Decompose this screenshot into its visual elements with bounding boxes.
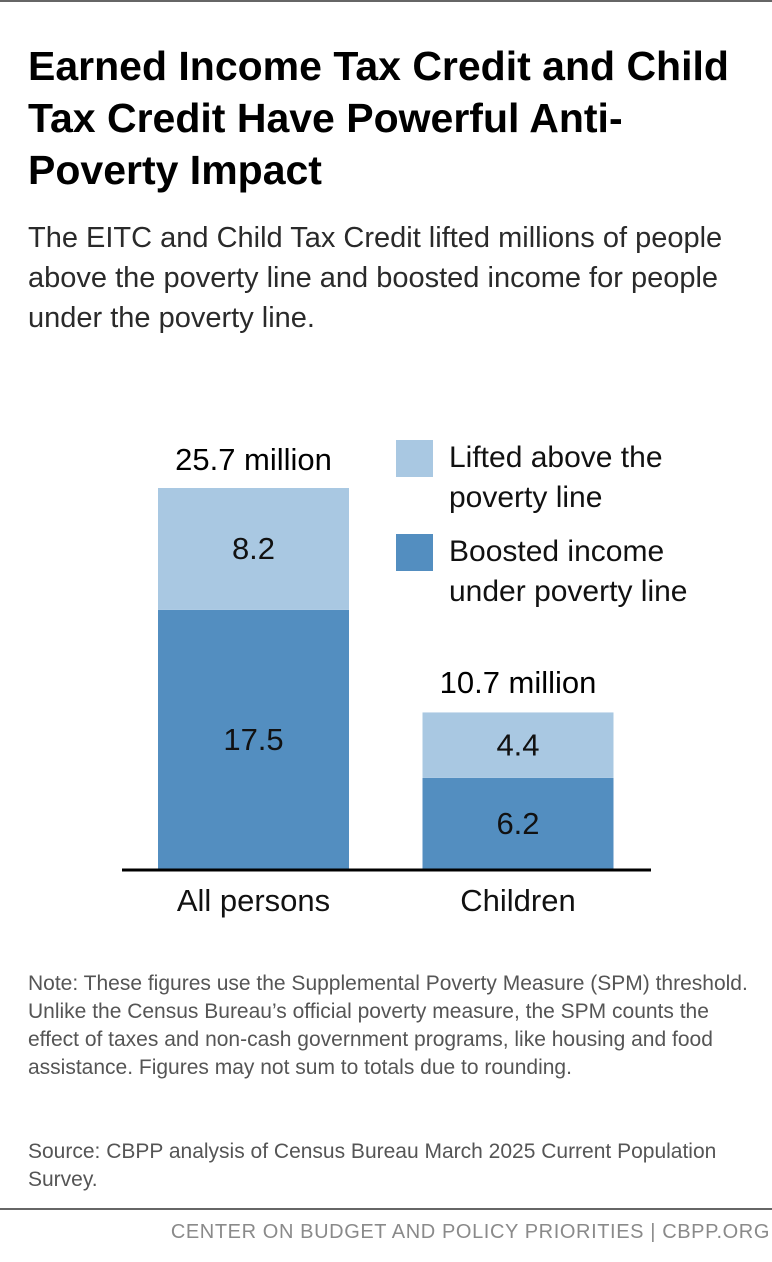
bar-segment	[422, 777, 614, 870]
legend: Lifted above the poverty line Boosted inc…	[396, 438, 726, 626]
top-rule	[0, 0, 772, 2]
chart-subtitle: The EITC and Child Tax Credit lifted mil…	[28, 222, 723, 334]
value-label: 6.2	[496, 806, 539, 841]
total-label: 25.7 million	[175, 442, 332, 477]
note: Note: These figures use the Supplemental…	[28, 972, 748, 1079]
bottom-rule	[0, 1208, 772, 1210]
bar-segment	[422, 712, 614, 778]
legend-item: Lifted above the poverty line	[396, 438, 726, 518]
value-label: 17.5	[223, 722, 283, 757]
legend-swatch	[396, 534, 433, 571]
total-label: 10.7 million	[440, 665, 597, 700]
legend-label: Lifted above the poverty line	[449, 441, 663, 514]
legend-item: Boosted income under poverty line	[396, 532, 726, 612]
footer: CENTER ON BUDGET AND POLICY PRIORITIES |…	[170, 1221, 770, 1243]
value-label: 8.2	[232, 531, 275, 566]
chart: 17.5 8.2 25.7 million All persons 6.2 4.4 10.7…	[122, 442, 651, 918]
bar-segment	[158, 609, 349, 870]
bar-segment	[158, 488, 349, 610]
legend-label: Boosted income under poverty line	[449, 535, 688, 608]
x-tick-label: Children	[460, 883, 575, 918]
legend-swatch	[396, 440, 433, 477]
chart-title: Earned Income Tax Credit and Child Tax C…	[28, 43, 729, 193]
x-tick-label: All persons	[177, 883, 330, 918]
value-label: 4.4	[496, 727, 539, 762]
source: Source: CBPP analysis of Census Bureau M…	[28, 1140, 717, 1191]
